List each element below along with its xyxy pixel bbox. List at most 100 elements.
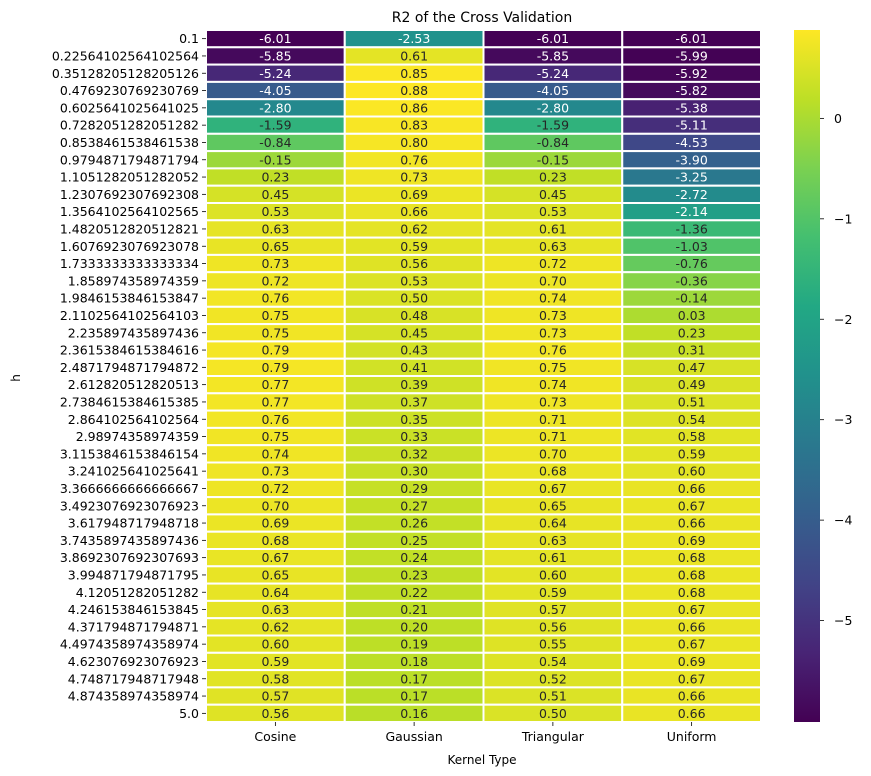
cell-value-label: 0.50 <box>539 706 567 721</box>
cell-value-label: 0.59 <box>678 446 706 461</box>
cell-value-label: 0.25 <box>400 533 428 548</box>
cell-value-label: 0.48 <box>400 308 428 323</box>
cell-value-label: 0.55 <box>539 637 567 652</box>
cell-value-label: 0.67 <box>678 671 706 686</box>
cell-value-label: 0.75 <box>261 308 289 323</box>
y-tick-label: 2.235897435897436 <box>68 325 199 340</box>
y-tick-label: 1.3564102564102565 <box>60 204 199 219</box>
cell-value-label: 0.23 <box>261 170 289 185</box>
cell-value-label: 0.58 <box>678 429 706 444</box>
cell-value-label: 0.86 <box>400 100 428 115</box>
cell-value-label: 0.71 <box>539 412 567 427</box>
cell-value-label: 0.67 <box>678 637 706 652</box>
cell-value-label: -0.84 <box>259 135 291 150</box>
cell-value-label: 0.75 <box>261 325 289 340</box>
cell-value-label: 0.61 <box>539 550 567 565</box>
cell-value-label: -4.05 <box>537 83 569 98</box>
cell-value-label: 0.66 <box>400 204 428 219</box>
cell-value-label: 0.67 <box>678 602 706 617</box>
cell-value-label: 0.64 <box>261 585 289 600</box>
cell-value-label: -0.15 <box>537 152 569 167</box>
y-tick-label: 2.3615384615384616 <box>60 343 199 358</box>
y-tick-label: 2.612820512820513 <box>68 377 199 392</box>
cell-value-label: -5.24 <box>537 66 569 81</box>
cell-value-label: 0.69 <box>261 516 289 531</box>
y-tick-label: 2.98974358974359 <box>76 429 199 444</box>
cell-value-label: 0.72 <box>261 273 289 288</box>
cell-value-label: 0.68 <box>261 533 289 548</box>
cell-value-label: -6.01 <box>537 31 569 46</box>
cell-value-label: 0.45 <box>539 187 567 202</box>
cell-value-label: 0.70 <box>539 446 567 461</box>
cell-value-label: 0.77 <box>261 377 289 392</box>
y-tick-label: 1.7333333333333334 <box>60 256 199 271</box>
y-tick-label: 2.7384615384615385 <box>60 394 199 409</box>
cell-value-label: 0.64 <box>539 516 567 531</box>
cell-value-label: 0.17 <box>400 671 428 686</box>
cell-value-label: 0.57 <box>261 689 289 704</box>
colorbar: 0 −1 −2 −3 −4 −5 <box>794 30 852 722</box>
y-tick-label: 3.994871794871795 <box>68 567 199 582</box>
cell-value-label: -5.85 <box>537 48 569 63</box>
cell-value-label: 0.70 <box>539 273 567 288</box>
cell-value-label: 0.54 <box>539 654 567 669</box>
cell-value-label: 0.69 <box>400 187 428 202</box>
y-tick-label: 4.246153846153845 <box>68 602 199 617</box>
cell-value-label: -1.59 <box>259 118 291 133</box>
cell-value-label: 0.62 <box>400 221 428 236</box>
cell-value-label: 0.45 <box>400 325 428 340</box>
cell-value-label: 0.74 <box>539 291 567 306</box>
cell-value-label: 0.68 <box>678 567 706 582</box>
cell-value-label: 0.63 <box>539 239 567 254</box>
cell-value-label: 0.76 <box>400 152 428 167</box>
colorbar-tick-label: −4 <box>834 513 852 528</box>
cell-value-label: 0.53 <box>539 204 567 219</box>
cell-value-label: -0.36 <box>675 273 707 288</box>
x-tick-label: Gaussian <box>385 729 442 744</box>
cell-value-label: 0.54 <box>678 412 706 427</box>
cell-value-label: 0.68 <box>678 585 706 600</box>
cell-value-label: -0.84 <box>537 135 569 150</box>
cell-value-label: 0.21 <box>400 602 428 617</box>
cell-value-label: 0.30 <box>400 464 428 479</box>
y-tick-label: 1.2307692307692308 <box>60 187 199 202</box>
y-tick-label: 1.858974358974359 <box>68 273 199 288</box>
colorbar-tick-label: 0 <box>834 111 842 126</box>
cell-value-label: -0.15 <box>259 152 291 167</box>
cell-value-label: 0.67 <box>261 550 289 565</box>
cell-value-label: 0.67 <box>539 481 567 496</box>
cell-value-label: -1.36 <box>675 221 707 236</box>
cell-value-label: 0.76 <box>261 412 289 427</box>
cell-value-label: 0.43 <box>400 343 428 358</box>
cell-value-label: 0.76 <box>261 291 289 306</box>
y-tick-label: 1.9846153846153847 <box>60 291 199 306</box>
cell-value-label: -5.85 <box>259 48 291 63</box>
cell-value-label: 0.75 <box>539 360 567 375</box>
y-tick-label: 5.0 <box>179 706 199 721</box>
colorbar-tick-label: −1 <box>834 211 852 226</box>
y-tick-label: 3.1153846153846154 <box>60 446 199 461</box>
cell-value-label: 0.60 <box>539 567 567 582</box>
y-tick-label: 0.4769230769230769 <box>60 83 199 98</box>
cell-value-label: 0.23 <box>539 170 567 185</box>
cell-value-label: 0.75 <box>261 429 289 444</box>
cell-value-label: 0.79 <box>261 343 289 358</box>
cell-value-label: 0.03 <box>678 308 706 323</box>
cell-value-label: -5.38 <box>675 100 707 115</box>
y-tick-label: 4.874358974358974 <box>68 689 199 704</box>
cell-value-label: -5.99 <box>675 48 707 63</box>
cell-value-label: 0.37 <box>400 394 428 409</box>
y-tick-label: 4.371794871794871 <box>68 619 199 634</box>
y-tick-label: 3.241025641025641 <box>68 464 199 479</box>
y-tick-label: 3.3666666666666667 <box>60 481 199 496</box>
cell-value-label: -1.59 <box>537 118 569 133</box>
y-tick-label: 0.7282051282051282 <box>60 118 199 133</box>
cell-value-label: -4.53 <box>675 135 707 150</box>
cell-value-label: 0.50 <box>400 291 428 306</box>
cell-value-label: 0.19 <box>400 637 428 652</box>
cell-value-label: -5.24 <box>259 66 291 81</box>
cell-value-label: 0.65 <box>539 498 567 513</box>
y-tick-label: 3.7435897435897436 <box>60 533 199 548</box>
cell-value-label: 0.79 <box>261 360 289 375</box>
cell-value-label: -0.76 <box>675 256 707 271</box>
